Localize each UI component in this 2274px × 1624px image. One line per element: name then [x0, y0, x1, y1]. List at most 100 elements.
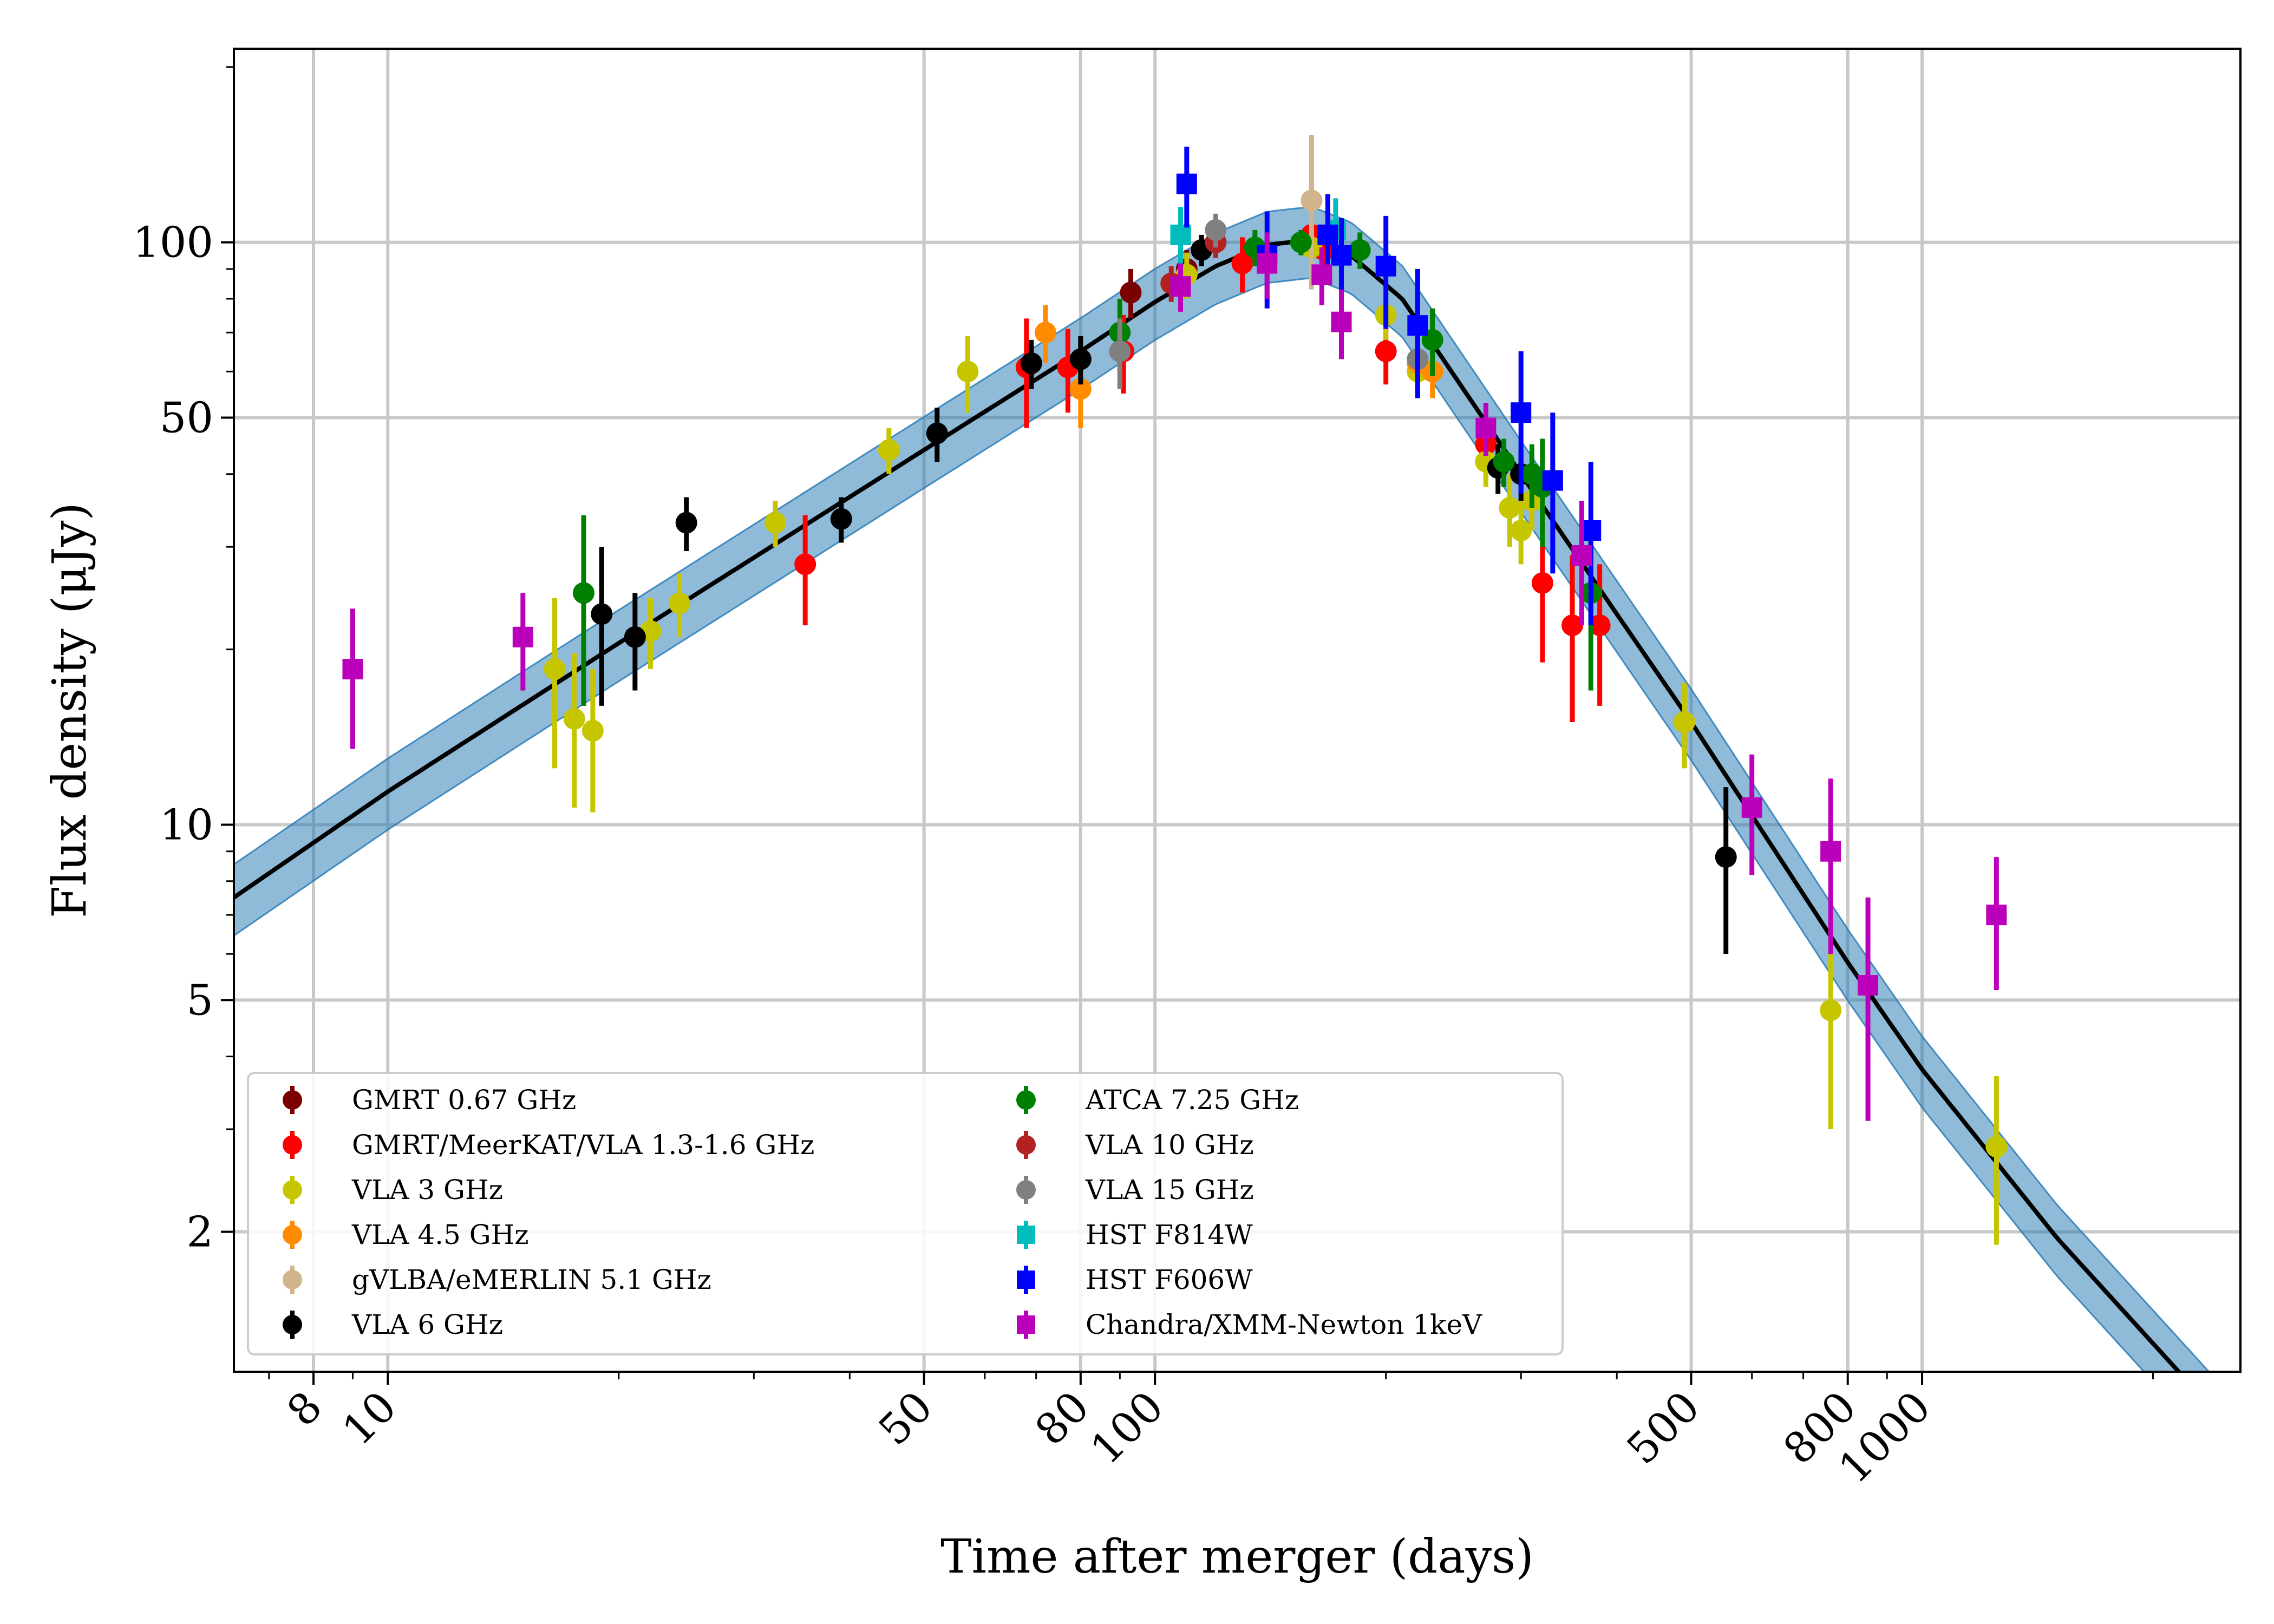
- data-point: [1375, 340, 1397, 362]
- legend-marker: [283, 1135, 302, 1155]
- data-point: [1349, 239, 1371, 261]
- data-point: [1820, 999, 1842, 1021]
- legend-label: VLA 4.5 GHz: [351, 1219, 529, 1250]
- data-point: [1035, 322, 1057, 344]
- legend-marker: [1016, 1135, 1036, 1155]
- data-point: [1375, 256, 1396, 277]
- data-point: [581, 719, 604, 742]
- legend-label: VLA 10 GHz: [1085, 1129, 1254, 1161]
- legend-marker: [1017, 1315, 1035, 1334]
- data-point: [794, 553, 816, 575]
- legend-box: [247, 1072, 1564, 1355]
- legend-item: GMRT/MeerKAT/VLA 1.3-1.6 GHz: [283, 1129, 814, 1161]
- model-uncertainty-band: [234, 206, 2210, 1372]
- data-point: [1301, 189, 1323, 212]
- data-point: [926, 422, 948, 444]
- data-point: [1542, 470, 1563, 491]
- legend-item: VLA 10 GHz: [1016, 1129, 1254, 1161]
- data-point: [1715, 846, 1737, 868]
- data-point: [675, 512, 697, 534]
- data-point: [1205, 219, 1227, 241]
- legend-marker: [1017, 1271, 1035, 1289]
- data-point: [1311, 264, 1332, 285]
- data-point: [957, 361, 979, 383]
- legend-marker: [1017, 1226, 1035, 1244]
- plot-frame: [233, 48, 2242, 1373]
- legend-item: VLA 3 GHz: [283, 1174, 503, 1206]
- x-axis-title: Time after merger (days): [940, 1530, 1534, 1584]
- legend-item: HST F606W: [1017, 1264, 1253, 1295]
- legend-item: VLA 15 GHz: [1016, 1174, 1254, 1206]
- series-chandra-xmm-newton-1kev: [342, 232, 2007, 1121]
- series-vla-3-ghz: [544, 230, 2008, 1245]
- legend-marker: [283, 1180, 302, 1200]
- legend-marker: [283, 1315, 302, 1334]
- legend: GMRT 0.67 GHz GMRT/MeerKAT/VLA 1.3-1.6 GH…: [247, 1072, 1564, 1355]
- data-point: [1858, 975, 1879, 996]
- data-point: [764, 512, 787, 534]
- data-point: [1231, 252, 1253, 274]
- data-point: [512, 626, 533, 647]
- y-axis-title: Flux density (μJy): [43, 502, 97, 918]
- data-point: [1069, 378, 1092, 400]
- y-tick-label: 5: [186, 976, 213, 1025]
- data-point: [572, 582, 594, 604]
- data-point: [544, 658, 566, 680]
- data-point: [1510, 520, 1532, 542]
- data-point: [1571, 545, 1592, 566]
- legend-label: GMRT/MeerKAT/VLA 1.3-1.6 GHz: [352, 1129, 814, 1161]
- y-axis-ticks: 2 5 10 50 100: [133, 66, 234, 1256]
- data-point: [342, 659, 363, 680]
- legend-label: HST F606W: [1086, 1264, 1253, 1295]
- data-point: [1531, 572, 1553, 594]
- data-point: [1820, 841, 1841, 862]
- legend-item: HST F814W: [1017, 1219, 1253, 1250]
- data-point: [1741, 797, 1762, 818]
- legend-label: gVLBA/eMERLIN 5.1 GHz: [352, 1264, 711, 1295]
- data-point: [1120, 281, 1142, 304]
- legend-label: Chandra/XMM-Newton 1keV: [1086, 1309, 1482, 1340]
- legend-marker: [283, 1270, 302, 1289]
- series-gvlba-emerlin-5-1-ghz: [1301, 134, 1323, 290]
- data-point: [1589, 614, 1611, 637]
- data-point: [1109, 340, 1131, 362]
- legend-label: HST F814W: [1086, 1219, 1253, 1250]
- y-tick-label: 2: [186, 1208, 213, 1256]
- legend-item: VLA 6 GHz: [283, 1309, 503, 1340]
- legend-label: VLA 6 GHz: [351, 1309, 503, 1340]
- data-point: [1290, 231, 1312, 253]
- legend-item: GMRT 0.67 GHz: [283, 1084, 576, 1116]
- legend-marker: [283, 1090, 302, 1110]
- y-tick-label: 10: [160, 801, 213, 849]
- legend-item: Chandra/XMM-Newton 1keV: [1017, 1309, 1482, 1340]
- legend-label: VLA 15 GHz: [1085, 1174, 1254, 1206]
- data-point: [1511, 402, 1532, 423]
- data-point: [669, 592, 691, 614]
- data-point: [878, 439, 900, 461]
- data-point: [1985, 1136, 2008, 1158]
- legend-label: ATCA 7.25 GHz: [1085, 1084, 1299, 1116]
- legend-label: VLA 3 GHz: [351, 1174, 503, 1206]
- legend-item: VLA 4.5 GHz: [283, 1219, 529, 1250]
- uncertainty-band: [234, 206, 2210, 1372]
- data-point: [1407, 315, 1428, 336]
- data-point: [591, 603, 613, 625]
- data-point: [563, 708, 585, 730]
- data-point: [1170, 224, 1191, 245]
- data-point: [830, 508, 852, 530]
- data-point: [1020, 352, 1042, 374]
- data-point: [1499, 497, 1521, 519]
- legend-item: gVLBA/eMERLIN 5.1 GHz: [283, 1264, 711, 1295]
- data-point: [1475, 417, 1497, 438]
- y-tick-label: 50: [160, 394, 213, 443]
- data-point: [1317, 224, 1338, 245]
- data-point: [1069, 348, 1092, 370]
- data-point: [1493, 450, 1515, 473]
- y-tick-label: 100: [133, 219, 213, 267]
- data-point: [1170, 276, 1191, 297]
- data-point: [1331, 311, 1352, 332]
- data-point: [1561, 614, 1584, 637]
- data-point: [1257, 253, 1278, 274]
- data-point: [1176, 173, 1197, 194]
